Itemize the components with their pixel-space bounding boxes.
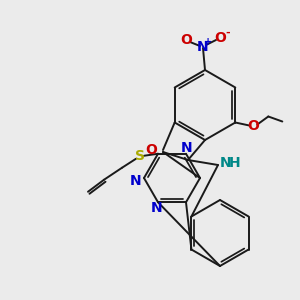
Text: H: H <box>229 156 241 170</box>
Text: +: + <box>204 37 212 47</box>
Text: -: - <box>226 28 230 38</box>
Text: O: O <box>145 143 157 157</box>
Text: N: N <box>220 156 232 170</box>
Text: N: N <box>181 141 193 155</box>
Text: O: O <box>214 31 226 45</box>
Text: N: N <box>151 201 163 215</box>
Text: O: O <box>248 118 259 133</box>
Text: N: N <box>197 40 209 54</box>
Text: S: S <box>135 149 145 163</box>
Text: O: O <box>180 33 192 47</box>
Text: N: N <box>130 174 142 188</box>
